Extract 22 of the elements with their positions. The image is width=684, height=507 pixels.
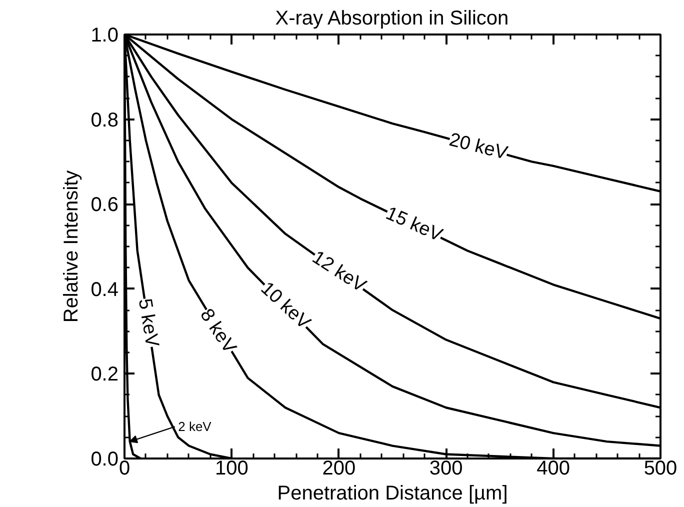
x-tick-label: 200	[322, 458, 356, 480]
y-tick-label: 0.2	[90, 364, 119, 386]
y-tick-label: 1.0	[90, 24, 119, 46]
x-tick-label: 0	[118, 458, 130, 480]
y-axis-title: Relative Intensity	[60, 170, 83, 323]
x-axis-title: Penetration Distance [µm]	[277, 482, 508, 504]
y-tick-label: 0.6	[90, 194, 119, 216]
annotation: 10 keV	[256, 278, 314, 334]
annotation: 15 keV	[382, 203, 446, 246]
y-tick-label: 0.4	[90, 278, 119, 301]
x-tick-label: 500	[644, 458, 678, 480]
annotation: 12 keV	[308, 247, 370, 297]
chart-title: X-ray Absorption in Silicon	[275, 8, 509, 30]
annotation: 8 keV	[196, 305, 240, 358]
x-tick-label: 300	[429, 458, 463, 480]
x-tick-label: 100	[215, 458, 248, 480]
x-tick-label: 400	[536, 458, 570, 480]
y-tick-label: 0.8	[90, 109, 119, 132]
y-tick-label: 0.0	[90, 448, 119, 470]
annotation: 5 keV	[134, 297, 162, 349]
annotation: 20 keV	[447, 129, 510, 164]
annotation: 2 keV	[178, 419, 212, 434]
